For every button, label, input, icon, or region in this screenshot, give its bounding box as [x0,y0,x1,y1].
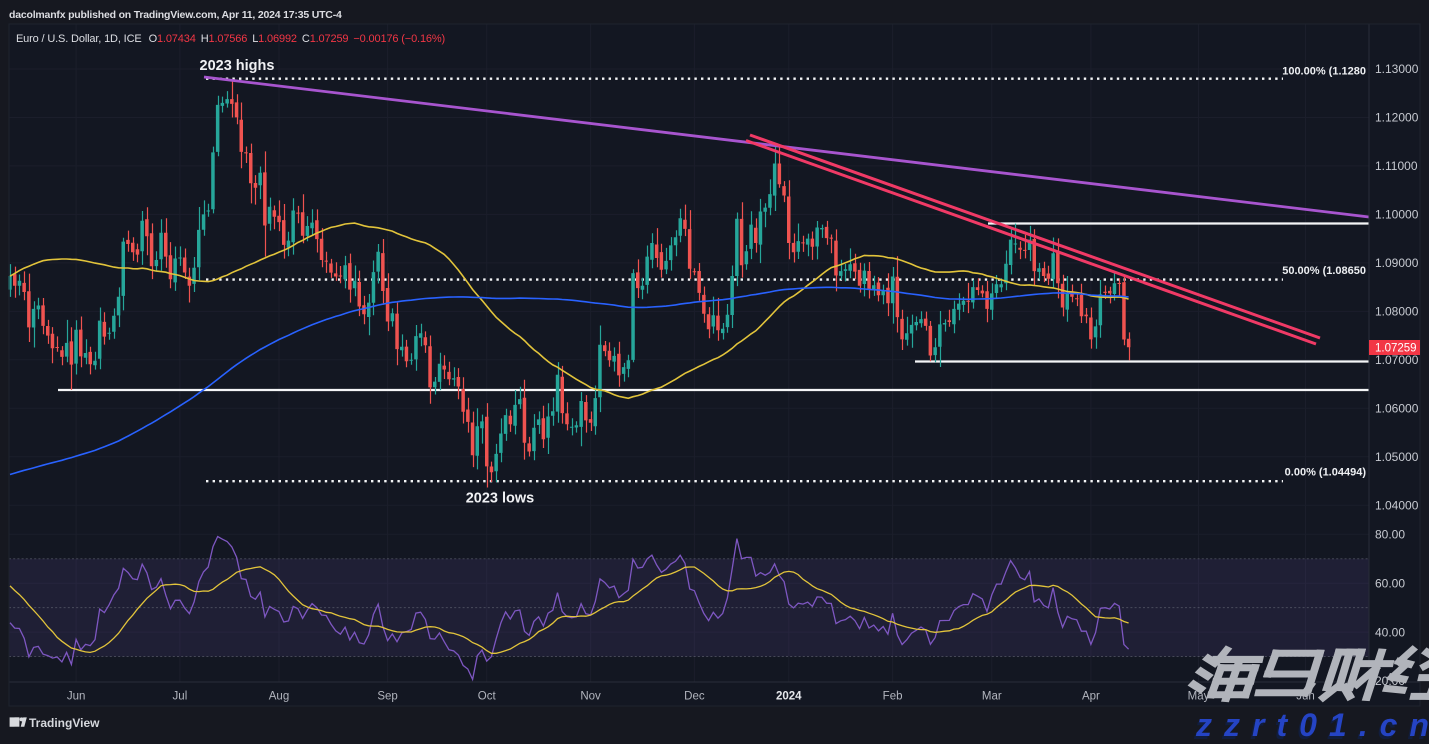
svg-text:2023 lows: 2023 lows [466,491,535,507]
svg-text:0.00% (1.04494): 0.00% (1.04494) [1285,467,1367,479]
svg-text:1.05000: 1.05000 [1375,450,1419,464]
svg-text:Feb: Feb [883,691,903,703]
svg-text:Apr: Apr [1082,691,1100,703]
svg-text:1.12000: 1.12000 [1375,111,1419,125]
svg-text:Oct: Oct [478,691,497,703]
svg-text:50.00% (1.08650: 50.00% (1.08650 [1282,265,1366,277]
svg-text:2024: 2024 [776,691,802,703]
svg-text:Mar: Mar [982,691,1002,703]
svg-text:40.00: 40.00 [1375,625,1405,639]
svg-text:2023 highs: 2023 highs [200,58,275,74]
svg-text:dacolmanfx published on Tradin: dacolmanfx published on TradingView.com,… [9,9,342,21]
svg-text:1.09000: 1.09000 [1375,256,1419,270]
svg-text:Aug: Aug [269,691,289,703]
svg-text:1.06000: 1.06000 [1375,402,1419,416]
svg-text:Nov: Nov [580,691,601,703]
svg-text:Jun: Jun [67,691,86,703]
svg-text:Dec: Dec [684,691,705,703]
svg-text:1.04000: 1.04000 [1375,498,1419,512]
svg-text:May: May [1188,691,1210,703]
svg-text:1.08000: 1.08000 [1375,305,1419,319]
svg-text:60.00: 60.00 [1375,576,1405,590]
svg-text:1.07259: 1.07259 [1375,343,1417,355]
svg-text:1.07000: 1.07000 [1375,353,1419,367]
svg-text:1.13000: 1.13000 [1375,62,1419,76]
svg-text:TradingView: TradingView [29,716,100,730]
svg-text:100.00% (1.1280: 100.00% (1.1280 [1282,66,1366,78]
svg-text:1.10000: 1.10000 [1375,208,1419,222]
svg-text:1.11000: 1.11000 [1375,159,1418,173]
svg-text:80.00: 80.00 [1375,528,1405,542]
svg-text:Sep: Sep [377,691,397,703]
svg-text:Jul: Jul [173,691,188,703]
